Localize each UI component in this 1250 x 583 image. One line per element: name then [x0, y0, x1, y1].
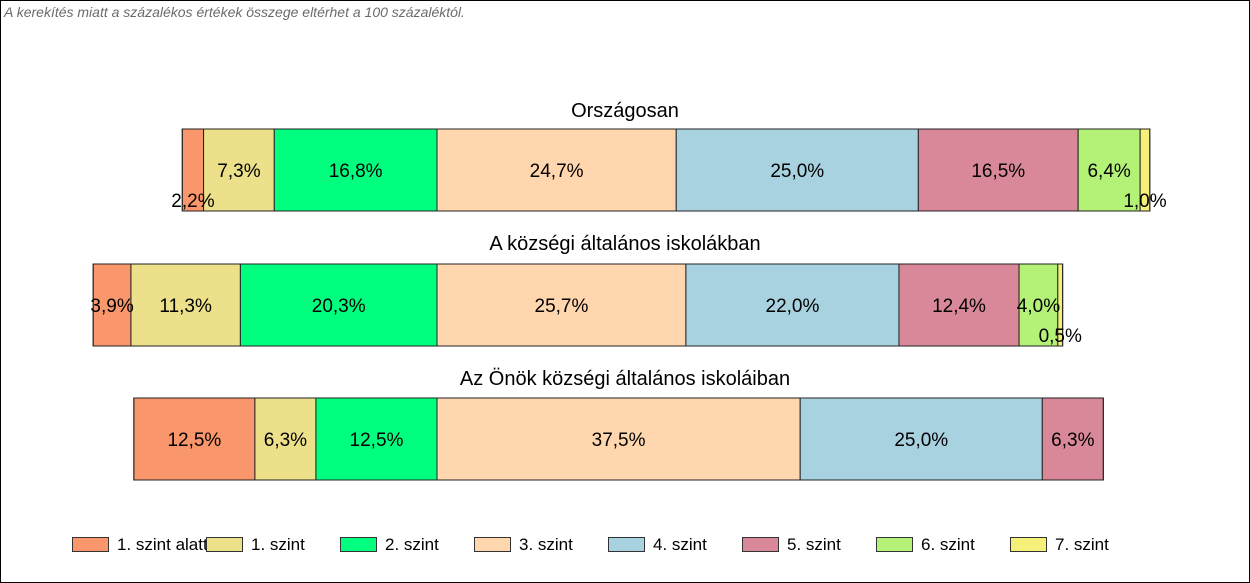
legend-label: 3. szint: [519, 535, 573, 554]
legend-swatch: [340, 537, 377, 552]
bar-segment: [92, 263, 132, 347]
data-label: 12,5%: [350, 430, 404, 451]
legend-swatch: [876, 537, 913, 552]
legend-swatch: [206, 537, 243, 552]
data-label: 16,5%: [971, 161, 1025, 182]
data-label: 22,0%: [766, 296, 820, 317]
bar-outline: [133, 397, 1104, 481]
data-label: 7,3%: [217, 161, 260, 182]
data-label: 1,0%: [1123, 191, 1166, 212]
data-label: 2,2%: [171, 191, 214, 212]
data-label: 6,3%: [264, 430, 307, 451]
data-label: 16,8%: [329, 161, 383, 182]
bar-segment: [254, 397, 317, 481]
bar-outline: [181, 128, 1151, 212]
legend-label: 7. szint: [1055, 535, 1109, 554]
legend-swatch: [474, 537, 511, 552]
data-label: 25,0%: [894, 430, 948, 451]
data-label: 0,5%: [1039, 326, 1082, 347]
bar-group: Az Önök községi általános iskoláiban 12,5…: [133, 368, 1104, 481]
bar-segment: [1077, 128, 1141, 212]
chart-legend: 1. szint alatti 1. szint 2. szint 3. szint 4…: [0, 533, 1250, 557]
legend-label: 1. szint: [251, 535, 305, 554]
bar-segment: [799, 397, 1043, 481]
bar-title: Az Önök községi általános iskoláiban: [460, 368, 790, 390]
bar-segment: [1041, 397, 1104, 481]
data-label: 12,5%: [167, 430, 221, 451]
data-label: 6,4%: [1087, 161, 1130, 182]
bar-group: Országosan 2,2%7,3% 16,8% 24,7% 25,0% 16,5% 6,…: [171, 100, 1166, 212]
data-label: 25,0%: [770, 161, 824, 182]
data-label: 11,3%: [159, 296, 212, 317]
legend-swatch: [742, 537, 779, 552]
bar-segment: [130, 263, 241, 347]
data-label: 25,7%: [535, 296, 589, 317]
data-label: 4,0%: [1017, 296, 1060, 317]
data-label: 12,4%: [932, 296, 986, 317]
data-label: 20,3%: [312, 296, 366, 317]
bar-segment: [436, 397, 801, 481]
legend-label: 5. szint: [787, 535, 841, 554]
bar-segment: [685, 263, 900, 347]
bar-segment: [436, 263, 687, 347]
legend-swatch: [72, 537, 109, 552]
bar-group: A községi általános iskolákban 3,9% 11,3% 2…: [90, 233, 1082, 347]
legend-swatch: [608, 537, 645, 552]
data-label: 3,9%: [90, 296, 133, 317]
data-label: 37,5%: [592, 430, 646, 451]
legend-label: 1. szint alatti: [117, 535, 212, 554]
rounding-note: A kerekítés miatt a százalékos értékek ö…: [4, 4, 465, 20]
data-label: 24,7%: [530, 161, 584, 182]
bar-title: Országosan: [571, 100, 679, 122]
legend-label: 4. szint: [653, 535, 707, 554]
bar-title: A községi általános iskolákban: [489, 233, 760, 255]
data-label: 6,3%: [1051, 430, 1094, 451]
legend-label: 2. szint: [385, 535, 439, 554]
legend-swatch: [1010, 537, 1047, 552]
bar-segment: [898, 263, 1020, 347]
legend-label: 6. szint: [921, 535, 975, 554]
bar-outline: [92, 263, 1064, 347]
